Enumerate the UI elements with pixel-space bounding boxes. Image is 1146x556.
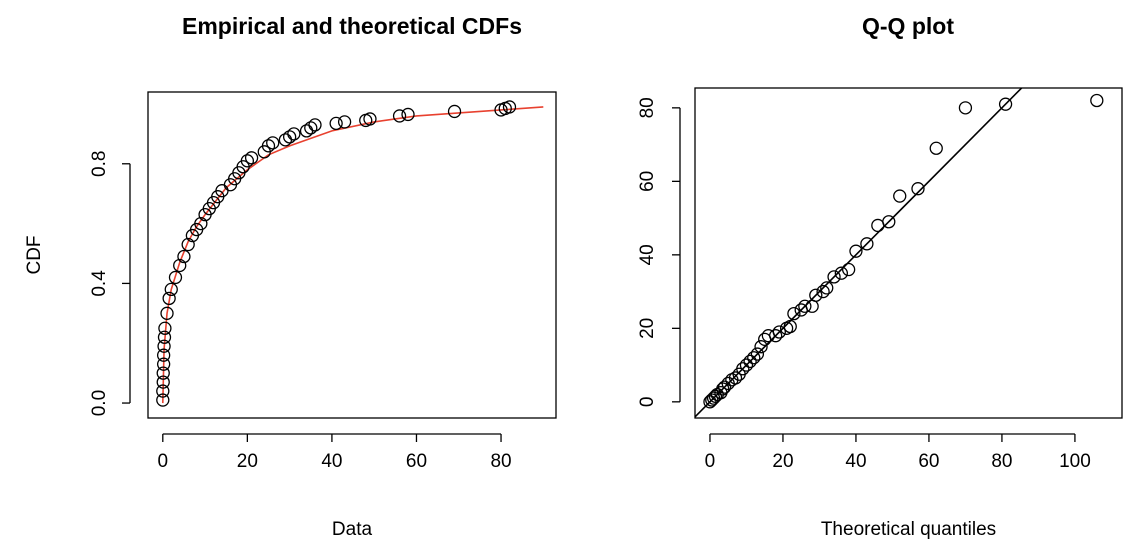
- data-point: [736, 362, 750, 376]
- x-tick-label: 60: [406, 451, 427, 472]
- data-point: [717, 380, 732, 394]
- x-axis-label: Theoretical quantiles: [821, 519, 996, 540]
- data-point: [157, 339, 171, 353]
- data-point: [1090, 93, 1104, 108]
- y-tick-label: 40: [637, 244, 658, 265]
- data-point: [244, 151, 259, 165]
- data-point: [882, 215, 896, 229]
- y-tick-label: 0.4: [89, 270, 110, 297]
- y-tick-label: 0.0: [89, 390, 110, 416]
- y-tick-label: 0.8: [89, 151, 110, 177]
- line: [161, 106, 544, 404]
- data-point: [841, 262, 856, 277]
- plot-box: [694, 87, 1123, 419]
- data-point: [156, 348, 171, 362]
- data-point: [816, 284, 830, 299]
- data-point: [783, 319, 797, 334]
- data-point: [747, 351, 761, 365]
- data-point: [181, 237, 195, 252]
- data-point: [266, 136, 280, 150]
- x-tick-label: 40: [321, 451, 342, 472]
- data-point: [739, 358, 754, 372]
- chart-title: Empirical and theoretical CDFs: [182, 13, 522, 39]
- x-axis-label: Data: [332, 519, 373, 540]
- data-point: [769, 329, 783, 343]
- data-point: [157, 330, 172, 344]
- x-tick-label: 60: [918, 451, 939, 472]
- data-point: [282, 130, 297, 144]
- data-point: [827, 270, 841, 284]
- line: [695, 88, 1023, 418]
- data-point: [329, 116, 343, 131]
- data-point: [502, 100, 517, 114]
- data-point: [754, 340, 768, 354]
- data-point: [156, 366, 170, 380]
- x-tick-label: 80: [490, 451, 511, 472]
- data-point: [160, 306, 174, 320]
- data-point: [194, 216, 208, 231]
- data-point: [958, 101, 973, 115]
- data-point: [401, 107, 415, 122]
- data-point: [743, 354, 757, 369]
- data-point: [168, 270, 183, 285]
- data-point: [278, 133, 293, 147]
- data-point: [893, 189, 907, 203]
- data-point: [761, 329, 776, 343]
- data-point: [177, 249, 191, 264]
- data-point: [287, 127, 301, 141]
- data-point: [304, 121, 318, 135]
- data-point: [156, 375, 170, 389]
- data-point: [750, 347, 765, 361]
- data-point: [173, 258, 187, 273]
- y-tick-label: 20: [637, 318, 658, 339]
- data-point: [156, 393, 170, 407]
- data-point: [337, 115, 352, 129]
- y-axis-label: CDF: [24, 235, 45, 274]
- data-point: [849, 244, 863, 258]
- plot-area: [695, 88, 1023, 418]
- data-point: [809, 288, 823, 302]
- data-point: [860, 237, 874, 251]
- data-point: [929, 141, 943, 155]
- data-point: [772, 325, 786, 339]
- x-tick-label: 0: [705, 451, 716, 472]
- y-tick-label: 60: [637, 171, 658, 192]
- data-point: [728, 371, 743, 385]
- data-point: [156, 357, 171, 371]
- data-point: [162, 291, 176, 306]
- data-point: [158, 321, 172, 335]
- plot-area: [161, 106, 544, 404]
- data-point: [805, 299, 819, 313]
- y-tick-label: 80: [637, 97, 658, 118]
- data-point: [787, 306, 801, 321]
- data-point: [911, 182, 925, 196]
- data-point: [871, 218, 885, 233]
- x-tick-label: 20: [237, 451, 258, 472]
- data-point: [308, 118, 322, 132]
- data-point: [156, 384, 170, 398]
- data-point: [392, 109, 407, 123]
- data-point: [363, 112, 377, 126]
- y-tick-label: 0: [637, 397, 658, 408]
- x-tick-label: 80: [991, 451, 1012, 472]
- data-point: [758, 332, 772, 347]
- data-point: [164, 282, 178, 297]
- data-point: [240, 154, 255, 168]
- x-tick-label: 20: [772, 451, 793, 472]
- chart-title: Q-Q plot: [862, 13, 954, 39]
- data-point: [798, 299, 812, 313]
- x-tick-label: 0: [158, 451, 169, 472]
- x-tick-label: 100: [1059, 451, 1091, 472]
- data-point: [447, 104, 462, 119]
- data-point: [261, 139, 276, 153]
- data-point: [820, 281, 834, 295]
- x-tick-label: 40: [845, 451, 866, 472]
- data-point: [998, 97, 1013, 111]
- data-point: [834, 266, 848, 280]
- plot-box: [147, 91, 557, 419]
- data-point: [299, 124, 314, 138]
